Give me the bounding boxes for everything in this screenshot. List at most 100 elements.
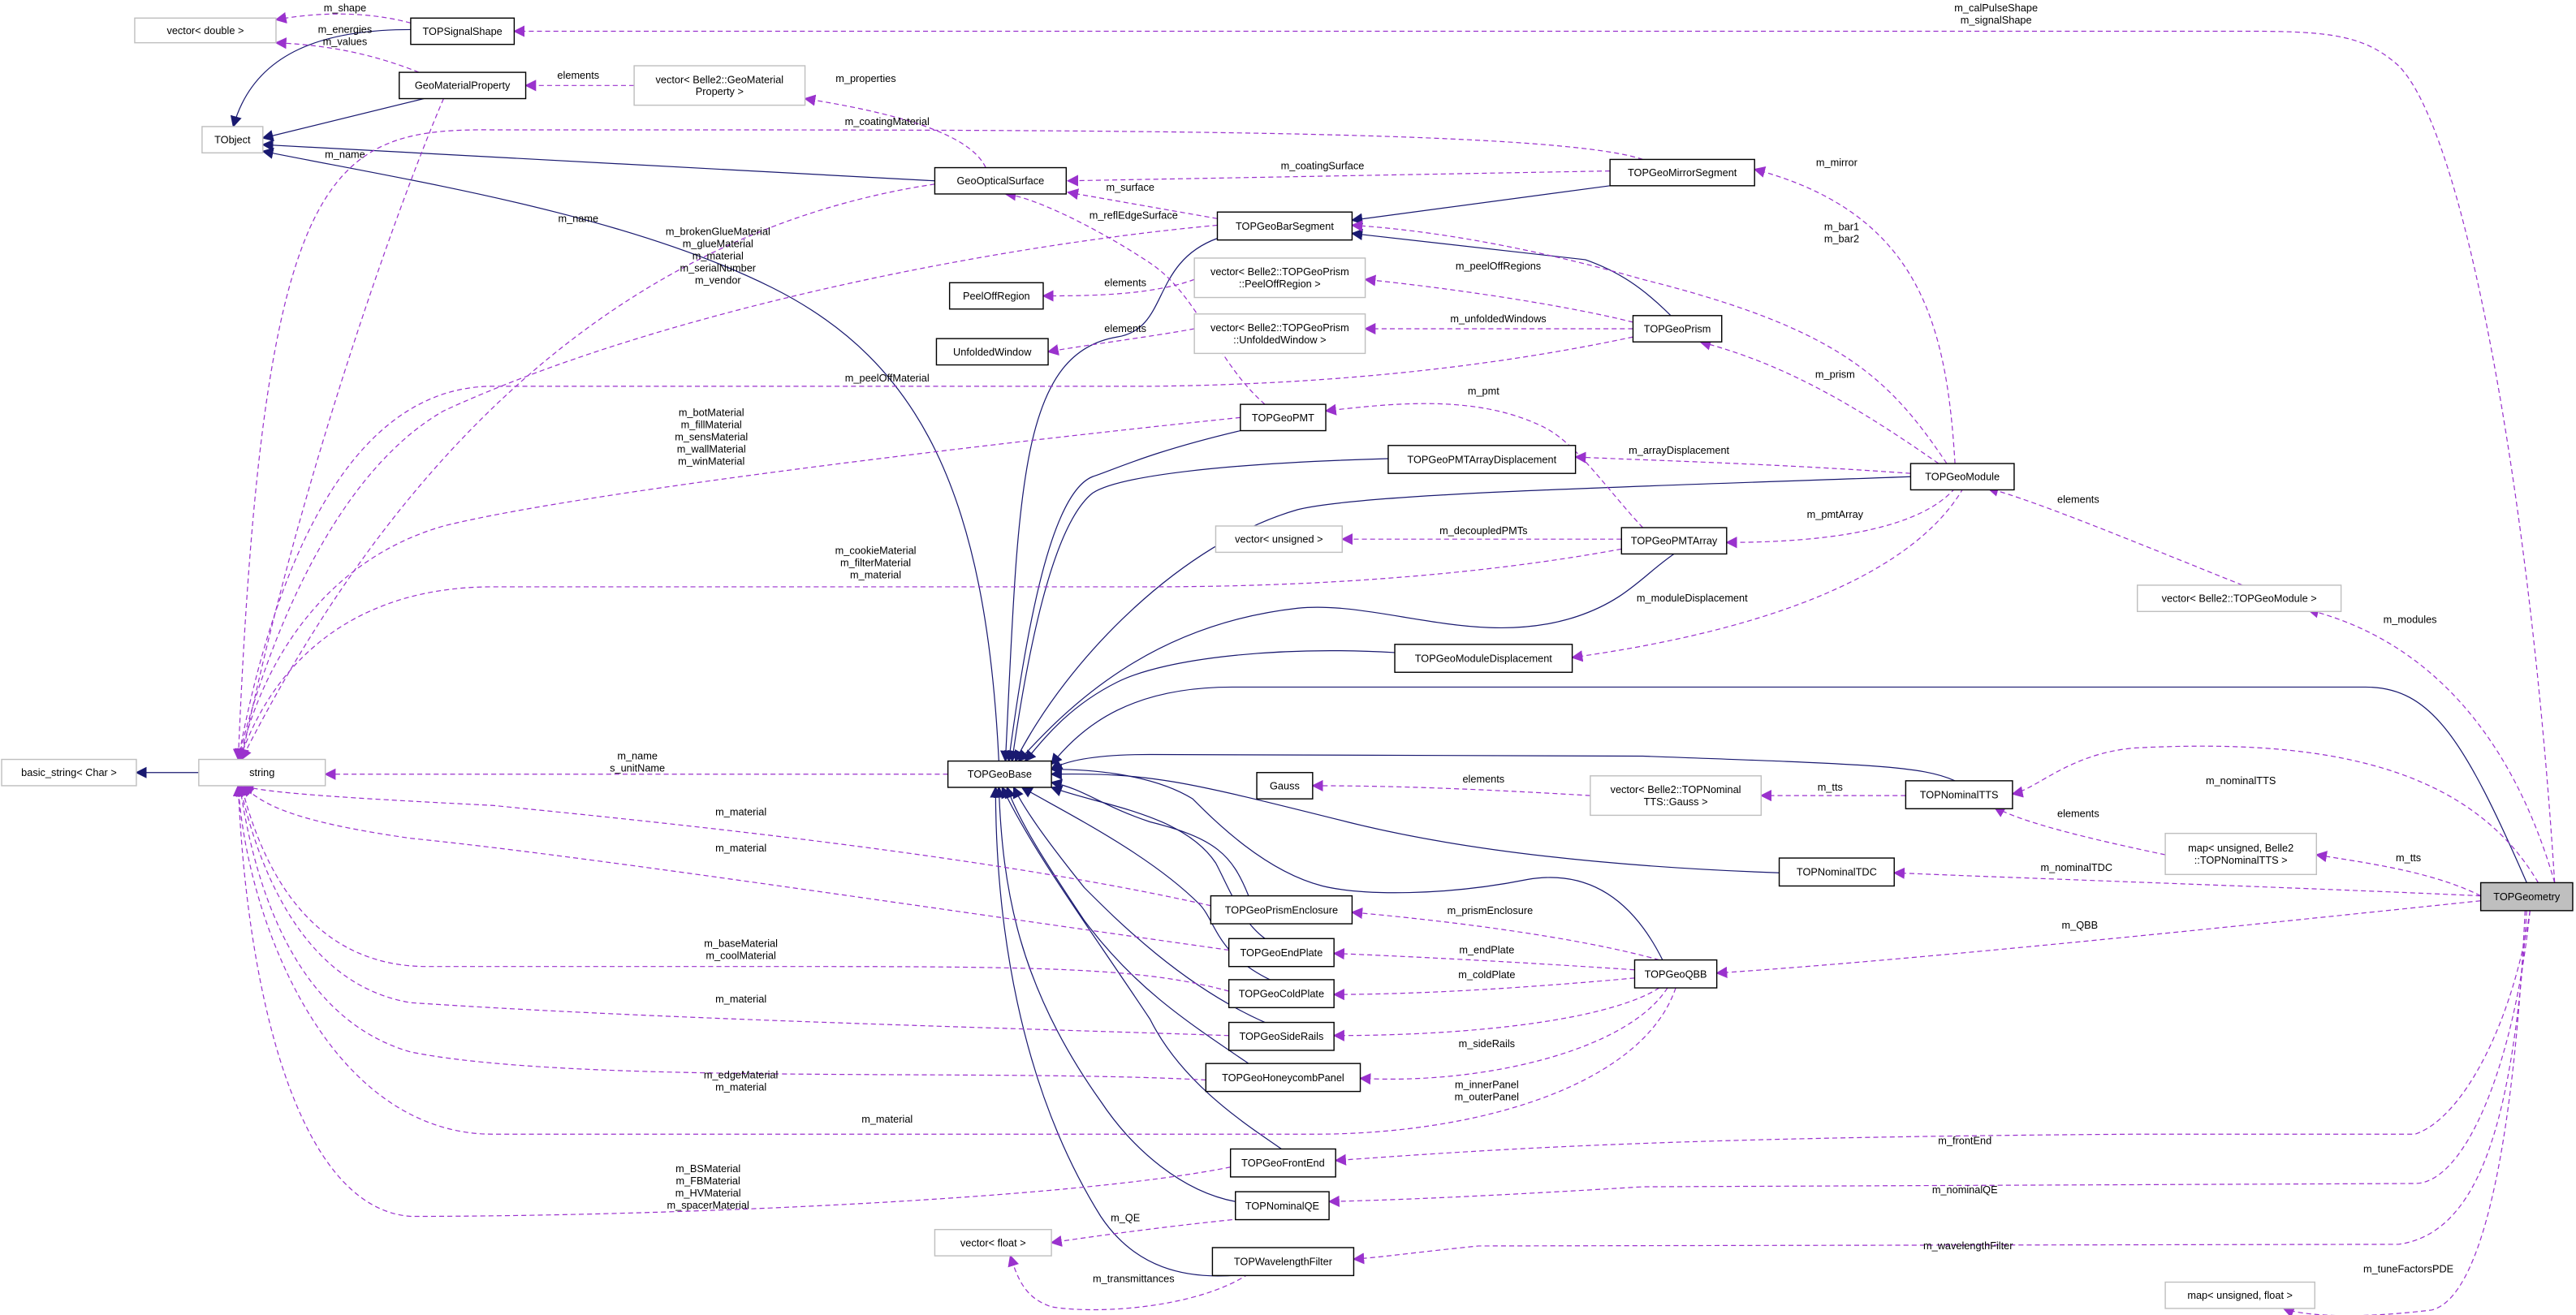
node-box — [1256, 772, 1314, 800]
edge-label: m_tuneFactorsPDE — [2363, 1262, 2453, 1274]
member-arrow — [1364, 274, 1633, 323]
node-box — [633, 65, 806, 106]
member-arrow — [1334, 910, 2531, 1166]
edge-TOPWavelengthFilter-to-TOPGeoBase — [990, 786, 1249, 1277]
node-GeoOpticalSurface[interactable]: GeoOpticalSurface — [934, 166, 1068, 195]
node-TOPGeoBarSegment[interactable]: TOPGeoBarSegment — [1216, 211, 1353, 241]
member-arrow — [1574, 451, 1911, 474]
node-box — [1205, 1063, 1361, 1093]
edge-TOPGeoModule-to-TOPGeoBase — [1014, 476, 1911, 762]
member-arrow — [2306, 606, 2556, 883]
edge-TOPGeoPMTArray-to-string: m_cookieMaterialm_filterMaterialm_materi… — [237, 544, 1622, 761]
node-label: TObject — [214, 134, 251, 146]
node-TOPGeoFrontEnd[interactable]: TOPGeoFrontEnd — [1229, 1148, 1336, 1178]
inheritance-arrow — [990, 786, 1249, 1277]
node-TOPGeoPMTArray[interactable]: TOPGeoPMTArray — [1620, 527, 1728, 555]
edge-TOPGeoBarSegment-to-GeoOpticalSurface: m_surface — [1066, 181, 1218, 219]
edge-GeoOpticalSurface-to-string: m_name — [240, 183, 935, 761]
inheritance-arrow — [261, 97, 425, 141]
member-arrow — [233, 784, 1676, 1135]
node-box — [399, 71, 527, 100]
node-TOPGeoModule[interactable]: TOPGeoModule — [1909, 463, 2015, 491]
edge-TOPGeoQBB-to-TOPGeoEndPlate: m_endPlate — [1332, 943, 1635, 971]
node-box — [1211, 1247, 1355, 1277]
node-Gauss[interactable]: Gauss — [1256, 772, 1314, 800]
node-vec-float: vector< float > — [934, 1228, 1052, 1257]
inheritance-arrow — [1001, 786, 1282, 1149]
node-TOPGeometry[interactable]: TOPGeometry — [2479, 882, 2574, 912]
node-label: TOPNominalQE — [1245, 1200, 1319, 1212]
node-label: TOPGeoModule — [1925, 471, 2000, 483]
node-vec-double: vector< double > — [134, 17, 277, 44]
node-TOPGeoSideRails[interactable]: TOPGeoSideRails — [1228, 1021, 1335, 1051]
node-TOPGeoModuleDisplacement[interactable]: TOPGeoModuleDisplacement — [1394, 644, 1573, 673]
node-GeoMaterialProperty[interactable]: GeoMaterialProperty — [399, 71, 527, 100]
node-label: GeoMaterialProperty — [415, 80, 511, 92]
node-box — [948, 282, 1044, 310]
inheritance-arrow — [1051, 686, 2527, 883]
member-arrow — [238, 784, 1229, 992]
edge-label: m_moduleDisplacement — [1637, 592, 1748, 604]
node-TOPNominalTDC[interactable]: TOPNominalTDC — [1778, 857, 1895, 887]
edge-label: m_tts — [1818, 781, 1843, 793]
node-TOPGeoQBB[interactable]: TOPGeoQBB — [1633, 959, 1718, 989]
edge-label: m_filterMaterial — [840, 556, 911, 568]
edge-TOPNominalQE-to-TOPGeoBase — [993, 786, 1236, 1202]
inheritance-arrow — [1351, 185, 1611, 225]
edge-label: m_cookieMaterial — [835, 544, 917, 556]
member-arrow — [235, 224, 1218, 761]
node-TOPGeoEndPlate[interactable]: TOPGeoEndPlate — [1228, 938, 1335, 968]
edge-TOPGeoQBB-to-TOPGeoSideRails: m_sideRails — [1332, 987, 1660, 1050]
edge-TOPGeoPMTArray-to-vec_unsigned: m_decoupledPMTs — [1340, 524, 1622, 545]
edge-TOPGeoQBB-to-TOPGeoColdPlate: m_coldPlate — [1332, 968, 1635, 1001]
member-arrow — [238, 98, 444, 761]
edge-label: m_surface — [1106, 181, 1154, 193]
edge-label: elements — [1104, 322, 1146, 334]
node-TOPNominalTTS[interactable]: TOPNominalTTS — [1905, 780, 2013, 810]
node-UnfoldedWindow[interactable]: UnfoldedWindow — [935, 338, 1049, 366]
edge-GeoMaterialProperty-to-string: m_name — [238, 98, 444, 761]
edge-label: m_unfoldedWindows — [1450, 313, 1546, 325]
node-TOPGeoBase[interactable]: TOPGeoBase — [947, 760, 1052, 788]
node-label: vector< Belle2::TOPGeoPrism — [1210, 265, 1349, 278]
node-map-TTS: map< unsigned, Belle2::TOPNominalTTS > — [2164, 832, 2317, 876]
node-TOPGeoHoneycombPanel[interactable]: TOPGeoHoneycombPanel — [1205, 1063, 1361, 1093]
node-TOPGeoPMT[interactable]: TOPGeoPMT — [1240, 403, 1327, 432]
node-label: TOPGeoPMTArrayDisplacement — [1407, 453, 1556, 465]
node-label: TOPGeoColdPlate — [1239, 988, 1324, 1000]
node-TOPGeoColdPlate[interactable]: TOPGeoColdPlate — [1228, 979, 1335, 1009]
member-arrow — [512, 25, 2556, 883]
edge-TOPNominalTTS-to-TOPGeoBase — [1050, 753, 1956, 782]
node-label: PeelOffRegion — [963, 290, 1030, 302]
edge-label: m_values — [323, 35, 368, 47]
node-label: vector< Belle2::TOPNominal — [1611, 783, 1741, 795]
edge-label: m_transmittances — [1093, 1272, 1175, 1284]
node-label: vector< Belle2::TOPGeoModule > — [2162, 593, 2317, 605]
edge-TOPGeoBase-to-TObject — [261, 147, 999, 761]
node-TOPNominalQE[interactable]: TOPNominalQE — [1235, 1191, 1330, 1221]
node-string: string — [198, 758, 326, 787]
edge-TOPGeoModule-to-TOPGeoPMTArrayDisplacement: m_arrayDisplacement — [1574, 444, 1911, 474]
edge-TOPGeoMirrorSegment-to-TOPGeoBarSegment — [1351, 185, 1611, 225]
node-TOPWavelengthFilter[interactable]: TOPWavelengthFilter — [1211, 1247, 1355, 1277]
node-label: GeoOpticalSurface — [957, 175, 1045, 187]
node-TOPGeoPMTArrayDisplacement[interactable]: TOPGeoPMTArrayDisplacement — [1387, 445, 1577, 474]
edge-TOPGeoModule-to-TOPGeoPrism: m_prism — [1699, 338, 1940, 464]
edge-vec_Gauss-to-Gauss: elements — [1311, 773, 1590, 796]
node-TOPGeoMirrorSegment[interactable]: TOPGeoMirrorSegment — [1609, 158, 1755, 187]
node-TOPSignalShape[interactable]: TOPSignalShape — [410, 17, 516, 45]
edge-TOPSignalShape-to-TObject — [230, 28, 411, 128]
node-PeelOffRegion[interactable]: PeelOffRegion — [948, 282, 1044, 310]
edge-map_TTS-to-TOPNominalTTS: elements — [1993, 806, 2166, 856]
member-arrow — [274, 37, 420, 73]
edge-label: elements — [557, 69, 599, 81]
node-label: TOPSignalShape — [423, 25, 503, 37]
node-label: Gauss — [1270, 779, 1300, 791]
node-TOPGeoPrism[interactable]: TOPGeoPrism — [1632, 315, 1723, 343]
edge-label: m_glueMaterial — [683, 238, 753, 250]
inheritance-arrow — [1050, 768, 1780, 873]
edge-TOPGeometry-to-vec_Module: m_modules — [2306, 606, 2556, 883]
edge-label: m_material — [715, 805, 766, 817]
node-TOPGeoPrismEnclosure[interactable]: TOPGeoPrismEnclosure — [1210, 895, 1353, 925]
edge-label: m_bar1 — [1824, 220, 1859, 232]
